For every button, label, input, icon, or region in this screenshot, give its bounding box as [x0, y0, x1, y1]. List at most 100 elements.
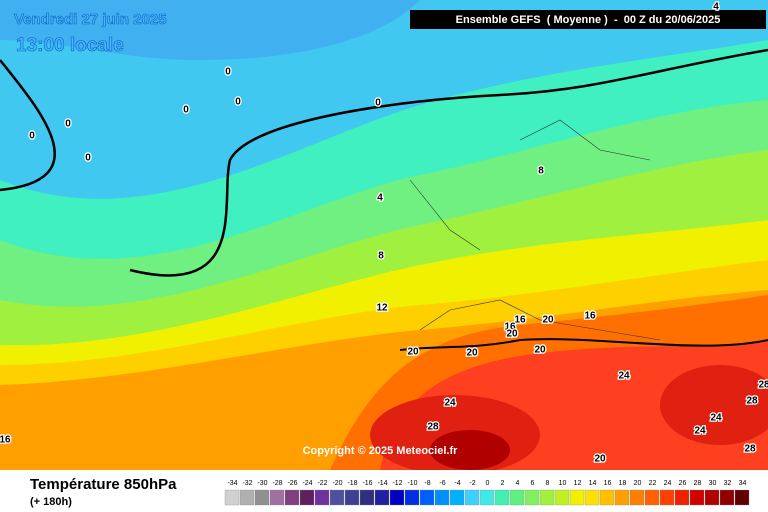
legend-swatch [644, 489, 660, 506]
legend-swatch [254, 489, 270, 506]
legend-swatch [359, 489, 375, 506]
legend-swatch [614, 489, 630, 506]
legend-tick-label: 0 [486, 480, 490, 487]
legend-tick-label: 20 [634, 480, 642, 487]
contour-label: 4 [377, 193, 383, 204]
map [0, 0, 768, 475]
legend-swatch [374, 489, 390, 506]
legend-swatch [629, 489, 645, 506]
contour-label: 8 [538, 166, 544, 177]
contour-label: 20 [466, 348, 478, 359]
contour-label: 0 [225, 67, 231, 78]
contour-label: 28 [746, 396, 758, 407]
isotherm-20 [399, 338, 768, 351]
contour-label: 24 [694, 426, 706, 437]
legend-swatch [449, 489, 465, 506]
legend-tick-label: -12 [392, 480, 402, 487]
legend-tick-label: 2 [501, 480, 505, 487]
legend-swatch [434, 489, 450, 506]
legend-tick-label: 14 [589, 480, 597, 487]
contour-label: 16 [514, 315, 526, 326]
legend-swatch [674, 489, 690, 506]
legend-tick-label: 22 [649, 480, 657, 487]
legend-tick-label: 6 [531, 480, 535, 487]
legend-swatch [539, 489, 555, 506]
contour-label: 0 [29, 131, 35, 142]
contour-label: 20 [534, 345, 546, 356]
legend-tick-label: -30 [257, 480, 267, 487]
legend-tick-label: -34 [227, 480, 237, 487]
legend-swatch [239, 489, 255, 506]
legend-swatch [299, 489, 315, 506]
footer-title: Température 850hPa [30, 476, 177, 493]
legend-swatch [599, 489, 615, 506]
time-label: 13:00 locale [16, 35, 124, 56]
legend-swatch [284, 489, 300, 506]
contour-label: 24 [618, 371, 630, 382]
legend-swatch [509, 489, 525, 506]
legend-swatch [734, 489, 750, 506]
legend-tick-label: -10 [407, 480, 417, 487]
legend-tick-label: 10 [559, 480, 567, 487]
legend-tick-label: -32 [242, 480, 252, 487]
legend-tick-label: -20 [332, 480, 342, 487]
legend-swatch [479, 489, 495, 506]
legend-tick-label: 28 [694, 480, 702, 487]
contour-label: 16 [0, 435, 11, 446]
legend-tick-label: -16 [362, 480, 372, 487]
legend-tick-label: -18 [347, 480, 357, 487]
legend-swatch [329, 489, 345, 506]
legend-tick-label: 24 [664, 480, 672, 487]
legend-swatch [314, 489, 330, 506]
color-legend: -34 -32 -30 -28 -26 -24 -22 -20 -18 -16 -14 -12 -10-… [224, 480, 750, 506]
legend-tick-label: 30 [709, 480, 717, 487]
legend-swatch [569, 489, 585, 506]
legend-tick-label: 4 [516, 480, 520, 487]
contour-label: 20 [407, 347, 419, 358]
legend-swatch [524, 489, 540, 506]
contour-label: 8 [378, 251, 384, 262]
legend-swatch [344, 489, 360, 506]
legend-swatch [464, 489, 480, 506]
legend-swatch [269, 489, 285, 506]
zero-isotherm [0, 48, 768, 277]
legend-tick-label: 32 [724, 480, 732, 487]
legend-tick-label: 16 [604, 480, 612, 487]
contour-label: 24 [710, 413, 722, 424]
legend-tick-label: -22 [317, 480, 327, 487]
date-label: Vendredi 27 juin 2025 [14, 11, 167, 28]
legend-tick-label: 18 [619, 480, 627, 487]
contour-label: 24 [444, 398, 456, 409]
run-label: Ensemble GEFS ( Moyenne ) - 00 Z du 20/0… [456, 14, 721, 26]
footer-lead: (+ 180h) [30, 496, 72, 508]
legend-tick-label: -28 [272, 480, 282, 487]
legend-swatch [224, 489, 240, 506]
legend-swatch [494, 489, 510, 506]
copyright: Copyright © 2025 Meteociel.fr [303, 445, 459, 457]
contour-label: 20 [542, 315, 554, 326]
hot-core [430, 430, 510, 470]
legend-tick-label: 12 [574, 480, 582, 487]
cold-region [0, 0, 420, 60]
legend-tick-label: -6 [439, 480, 445, 487]
legend-swatch [419, 489, 435, 506]
legend-tick-label: -4 [454, 480, 460, 487]
contour-label: 0 [235, 97, 241, 108]
contour-label: 4 [713, 2, 719, 13]
legend-swatch [389, 489, 405, 506]
legend-swatch [704, 489, 720, 506]
contour-label: 20 [506, 329, 518, 340]
legend-swatch [659, 489, 675, 506]
coastline [409, 119, 661, 341]
legend-tick-label: -26 [287, 480, 297, 487]
contour-label: 16 [504, 322, 516, 333]
contour-label: 20 [594, 454, 606, 465]
legend-tick-label: -8 [424, 480, 430, 487]
legend-tick-label: -24 [302, 480, 312, 487]
legend-swatch [554, 489, 570, 506]
run-box [410, 10, 766, 29]
contour-label: 28 [758, 380, 768, 391]
legend-swatch [719, 489, 735, 506]
contour-label: 0 [183, 105, 189, 116]
